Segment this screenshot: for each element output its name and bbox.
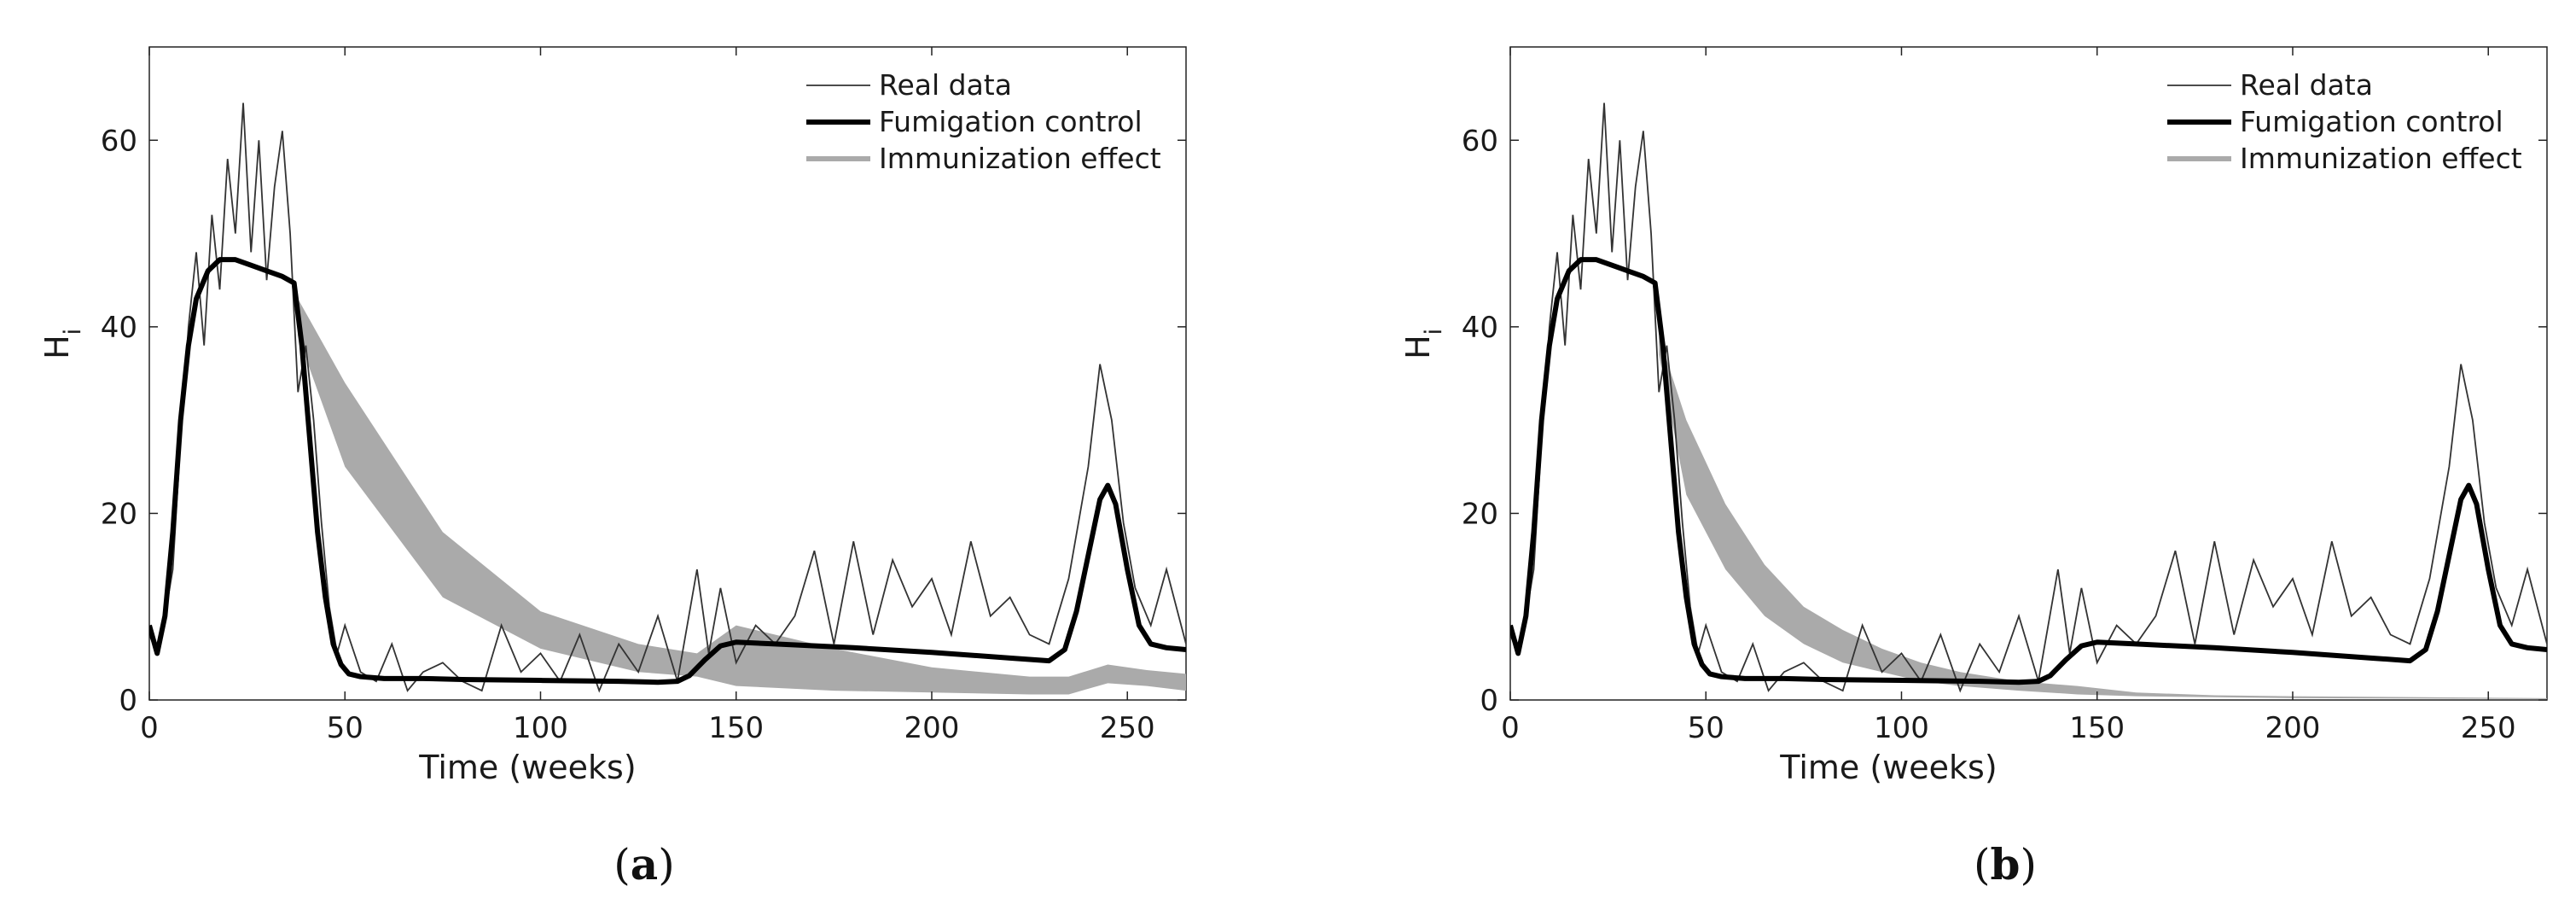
caption-close: ) <box>2020 840 2037 889</box>
x-tick-label: 250 <box>1100 711 1155 745</box>
y-tick-label: 40 <box>101 311 137 345</box>
x-tick-label: 50 <box>1688 711 1724 745</box>
x-tick-label: 100 <box>513 711 568 745</box>
x-tick-label: 50 <box>327 711 363 745</box>
immunization-band <box>298 299 1186 695</box>
x-tick-label: 200 <box>2265 711 2321 745</box>
caption-open: ( <box>613 840 631 889</box>
legend-immunization-effect-label: Immunization effect <box>2240 142 2522 175</box>
panel-caption: (a) <box>613 839 674 889</box>
y-axis-label: Hi <box>1399 329 1447 359</box>
plot-area <box>1510 102 2547 699</box>
caption-letter: a <box>631 839 658 889</box>
legend-immunization-effect-label: Immunization effect <box>879 142 1161 175</box>
legend-fumigation-control-label: Fumigation control <box>879 105 1143 138</box>
x-tick-label: 0 <box>1501 711 1520 745</box>
legend-real-data-label: Real data <box>879 68 1012 102</box>
y-axis-label-text: Hi <box>1399 329 1447 359</box>
y-axis-label-text: Hi <box>38 329 86 359</box>
x-tick-label: 150 <box>2069 711 2125 745</box>
y-tick-label: 0 <box>1480 684 1498 718</box>
y-tick-label: 60 <box>1462 124 1498 158</box>
real-data-line <box>1510 102 2547 693</box>
x-axis-label: Time (weeks) <box>1779 749 1997 786</box>
caption-close: ) <box>658 840 675 889</box>
x-tick-label: 150 <box>708 711 764 745</box>
x-tick-label: 100 <box>1874 711 1929 745</box>
y-axis-label-subscript: i <box>60 329 86 335</box>
y-tick-label: 0 <box>119 684 137 718</box>
y-tick-label: 40 <box>1462 311 1498 345</box>
caption-letter: b <box>1991 839 2021 889</box>
real-data-line <box>149 102 1186 693</box>
fumigation-control-line <box>1510 257 2547 685</box>
x-tick-label: 0 <box>140 711 159 745</box>
plot-area <box>149 102 1186 695</box>
y-axis-label-subscript: i <box>1421 329 1447 335</box>
y-tick-label: 60 <box>101 124 137 158</box>
x-tick-label: 200 <box>904 711 960 745</box>
legend-fumigation-control-label: Fumigation control <box>2240 105 2503 138</box>
legend-real-data-label: Real data <box>2240 68 2373 102</box>
caption-open: ( <box>1974 840 1991 889</box>
chart-panel-b: 0 50 100 150 200 250 0 20 40 60 Real dataFumigatio… <box>1399 46 2548 889</box>
fumigation-control-line <box>149 257 1186 685</box>
panel-caption: (b) <box>1974 839 2037 889</box>
y-axis-label: Hi <box>38 329 86 359</box>
y-tick-label: 20 <box>1462 497 1498 531</box>
chart-panel-a: 0 50 100 150 200 250 0 20 40 60 Real dataFumigatio… <box>38 46 1187 889</box>
x-tick-label: 250 <box>2461 711 2516 745</box>
y-tick-label: 20 <box>101 497 137 531</box>
x-axis-label: Time (weeks) <box>418 749 636 786</box>
